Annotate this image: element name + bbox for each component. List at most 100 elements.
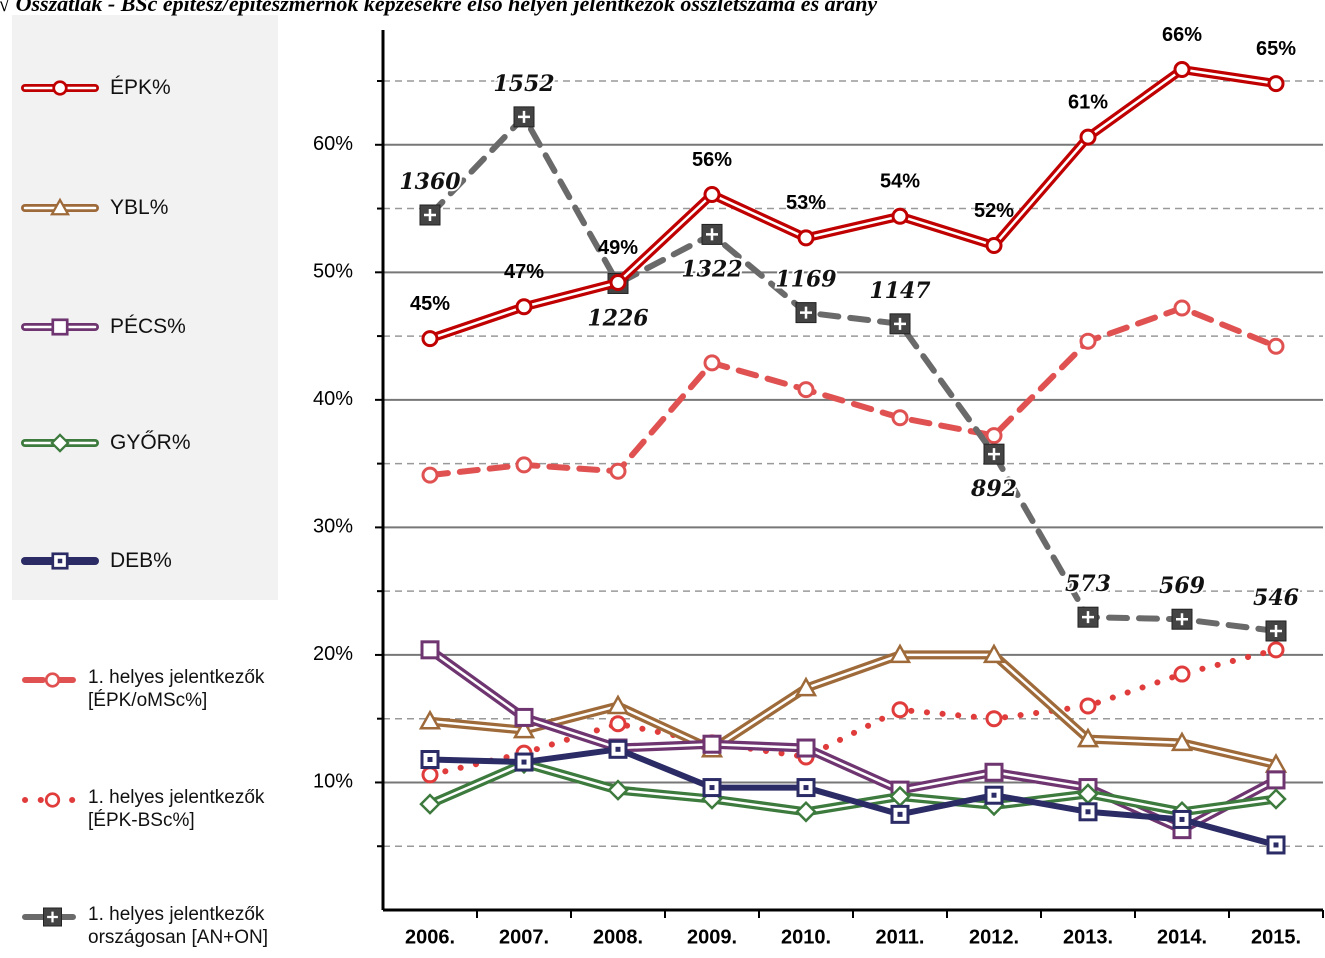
marker (609, 462, 627, 480)
marker (515, 298, 533, 316)
marker (982, 643, 1006, 664)
marker (1078, 802, 1098, 822)
marker (890, 804, 910, 824)
marker (984, 762, 1004, 782)
data-label: 1226 (587, 305, 648, 331)
marker (1170, 731, 1194, 752)
marker-dot (57, 558, 63, 564)
marker-dot (991, 792, 997, 798)
legend-box (12, 15, 278, 600)
marker (512, 718, 536, 739)
series-line-inner (428, 762, 1278, 814)
series-line-inner (428, 68, 1278, 340)
marker (514, 707, 534, 727)
marker (1266, 835, 1286, 855)
y-tick-label: 40% (313, 388, 353, 410)
x-tick-label: 2013. (1063, 926, 1113, 948)
marker (420, 640, 440, 660)
marker-plus (518, 110, 530, 123)
marker (49, 197, 71, 216)
x-tick-label: 2012. (969, 926, 1019, 948)
marker-plus (424, 208, 436, 221)
marker (1265, 620, 1287, 642)
marker (985, 237, 1003, 255)
data-label: 47% (504, 261, 544, 283)
data-label: 45% (410, 293, 450, 315)
marker (50, 433, 70, 453)
marker (51, 318, 69, 336)
marker (889, 313, 911, 335)
marker (609, 274, 627, 292)
data-label: 569 (1159, 573, 1205, 599)
marker (795, 801, 817, 823)
marker (983, 443, 1005, 465)
marker (794, 676, 818, 697)
marker (608, 739, 628, 759)
data-label: 1147 (869, 278, 931, 304)
legend-label: ÉPK% (110, 76, 171, 99)
marker (421, 766, 439, 784)
marker (796, 778, 816, 798)
data-label: 573 (1065, 571, 1111, 597)
data-label: 546 (1253, 585, 1299, 611)
marker-dot (521, 759, 527, 765)
marker (419, 793, 441, 815)
data-label: 49% (598, 237, 638, 259)
marker (418, 709, 442, 730)
marker (795, 302, 817, 324)
data-label: 1169 (775, 267, 836, 293)
marker (1079, 332, 1097, 350)
marker-plus (1270, 624, 1282, 637)
marker (1076, 727, 1100, 748)
marker (44, 792, 61, 808)
chart-title: √ Összátlak - BSc építész/építészmérnök … (0, 0, 877, 16)
marker (43, 907, 62, 927)
marker (606, 694, 630, 715)
marker-plus (1176, 613, 1188, 626)
legend-label: YBL% (110, 196, 169, 219)
marker-dot (427, 757, 433, 763)
marker (52, 80, 68, 96)
marker (703, 186, 721, 204)
marker (421, 466, 439, 484)
marker (702, 734, 722, 754)
y-tick-label: 50% (313, 261, 353, 283)
series-line (427, 305, 1279, 479)
marker (419, 204, 441, 226)
marker (1079, 128, 1097, 146)
marker (985, 710, 1003, 728)
data-label: 1552 (493, 71, 554, 97)
marker (1173, 665, 1191, 683)
marker (1079, 697, 1097, 715)
marker (1172, 809, 1192, 829)
marker (891, 409, 909, 427)
marker-dot (1085, 809, 1091, 815)
marker-plus (1082, 611, 1094, 624)
marker (797, 229, 815, 247)
x-tick-label: 2006. (405, 926, 455, 948)
x-tick-label: 2011. (876, 926, 925, 948)
marker (891, 701, 909, 719)
marker (1077, 606, 1099, 628)
data-label: 56% (692, 149, 732, 171)
marker (609, 715, 627, 733)
marker (1267, 75, 1285, 93)
data-label: 61% (1068, 91, 1108, 113)
marker (1267, 641, 1285, 659)
data-label: 892 (970, 476, 1017, 502)
data-label: 65% (1256, 38, 1296, 60)
marker (1265, 788, 1287, 810)
x-tick-label: 2008. (593, 926, 643, 948)
marker (888, 643, 912, 664)
legend-label: 1. helyes jelentkezők [ÉPK/oMSc%] (88, 667, 265, 711)
marker-dot (1273, 842, 1279, 848)
data-label: 66% (1162, 24, 1202, 46)
marker (1173, 299, 1191, 317)
marker (514, 752, 534, 772)
marker (607, 779, 629, 801)
marker (1266, 770, 1286, 790)
series-line-inner (428, 648, 1278, 831)
marker-plus (894, 317, 906, 330)
